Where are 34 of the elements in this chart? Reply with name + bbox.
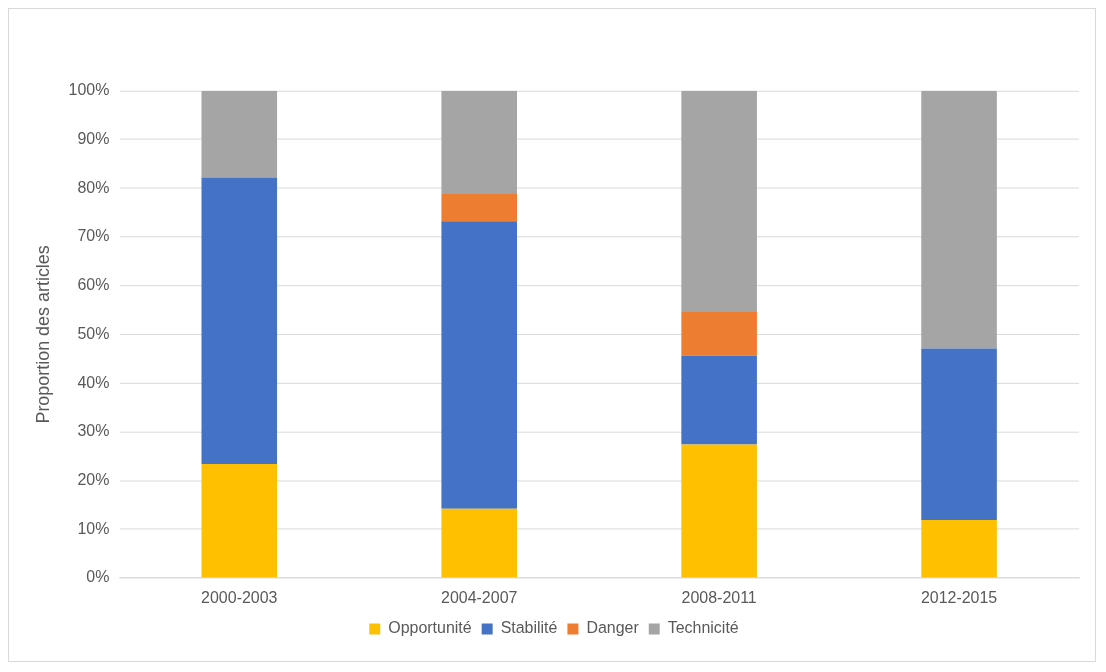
y-axis-title: Proportion des articles	[32, 245, 53, 424]
y-tick-label: 60%	[77, 276, 110, 294]
bar	[921, 348, 997, 521]
y-tick-label: 80%	[77, 178, 110, 196]
bar	[441, 508, 517, 578]
x-tick-label: 2012-2015	[920, 588, 998, 606]
x-tick-label: 2000-2003	[201, 588, 278, 606]
y-tick-label: 10%	[77, 519, 110, 537]
bar	[681, 311, 757, 356]
legend-label: Technicité	[667, 619, 739, 637]
bar	[201, 177, 278, 465]
x-tick-label: 2008-2011	[681, 588, 757, 606]
legend-label: Stabilité	[500, 619, 558, 637]
bar	[921, 520, 997, 578]
legend-label: Danger	[586, 619, 640, 637]
legend-label: Opportunité	[388, 619, 472, 637]
x-tick-label: 2004-2007	[441, 588, 518, 606]
y-tick-label: 20%	[77, 470, 110, 488]
bar	[441, 90, 517, 195]
bar	[921, 90, 997, 349]
bar	[681, 355, 757, 445]
y-tick-label: 0%	[86, 568, 110, 586]
bar	[441, 221, 517, 509]
y-tick-label: 30%	[77, 422, 110, 440]
y-tick-label: 40%	[77, 373, 110, 391]
y-tick-label: 50%	[77, 324, 110, 342]
bar	[441, 194, 517, 222]
y-tick-label: 90%	[77, 129, 110, 147]
bar	[201, 464, 278, 578]
y-tick-label: 100%	[68, 81, 110, 99]
bar	[681, 444, 757, 578]
bar	[681, 90, 757, 312]
y-tick-label: 70%	[77, 227, 110, 245]
bar	[201, 90, 278, 178]
